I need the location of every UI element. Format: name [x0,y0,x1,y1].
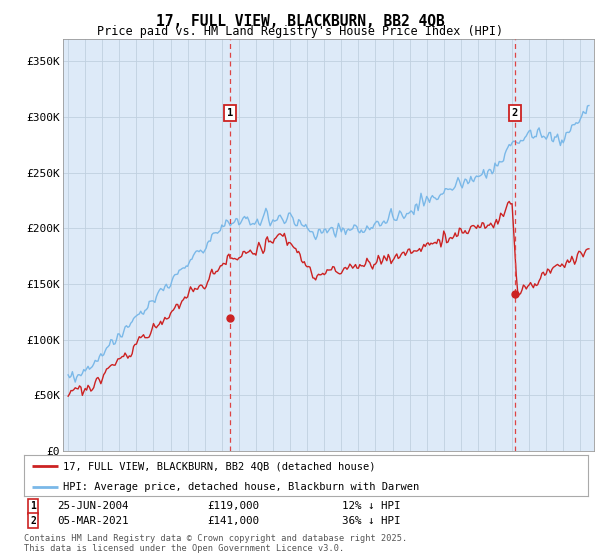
Text: 1: 1 [30,501,36,511]
Text: Contains HM Land Registry data © Crown copyright and database right 2025.
This d: Contains HM Land Registry data © Crown c… [24,534,407,553]
Text: 36% ↓ HPI: 36% ↓ HPI [342,516,401,526]
Text: HPI: Average price, detached house, Blackburn with Darwen: HPI: Average price, detached house, Blac… [64,482,420,492]
Text: 2: 2 [30,516,36,526]
Text: 2: 2 [512,108,518,118]
Text: Price paid vs. HM Land Registry's House Price Index (HPI): Price paid vs. HM Land Registry's House … [97,25,503,38]
Text: 1: 1 [227,108,233,118]
Text: 17, FULL VIEW, BLACKBURN, BB2 4QB (detached house): 17, FULL VIEW, BLACKBURN, BB2 4QB (detac… [64,461,376,471]
Text: 17, FULL VIEW, BLACKBURN, BB2 4QB: 17, FULL VIEW, BLACKBURN, BB2 4QB [155,14,445,29]
Text: 05-MAR-2021: 05-MAR-2021 [57,516,128,526]
Text: 12% ↓ HPI: 12% ↓ HPI [342,501,401,511]
Text: £141,000: £141,000 [207,516,259,526]
Text: 25-JUN-2004: 25-JUN-2004 [57,501,128,511]
Text: £119,000: £119,000 [207,501,259,511]
